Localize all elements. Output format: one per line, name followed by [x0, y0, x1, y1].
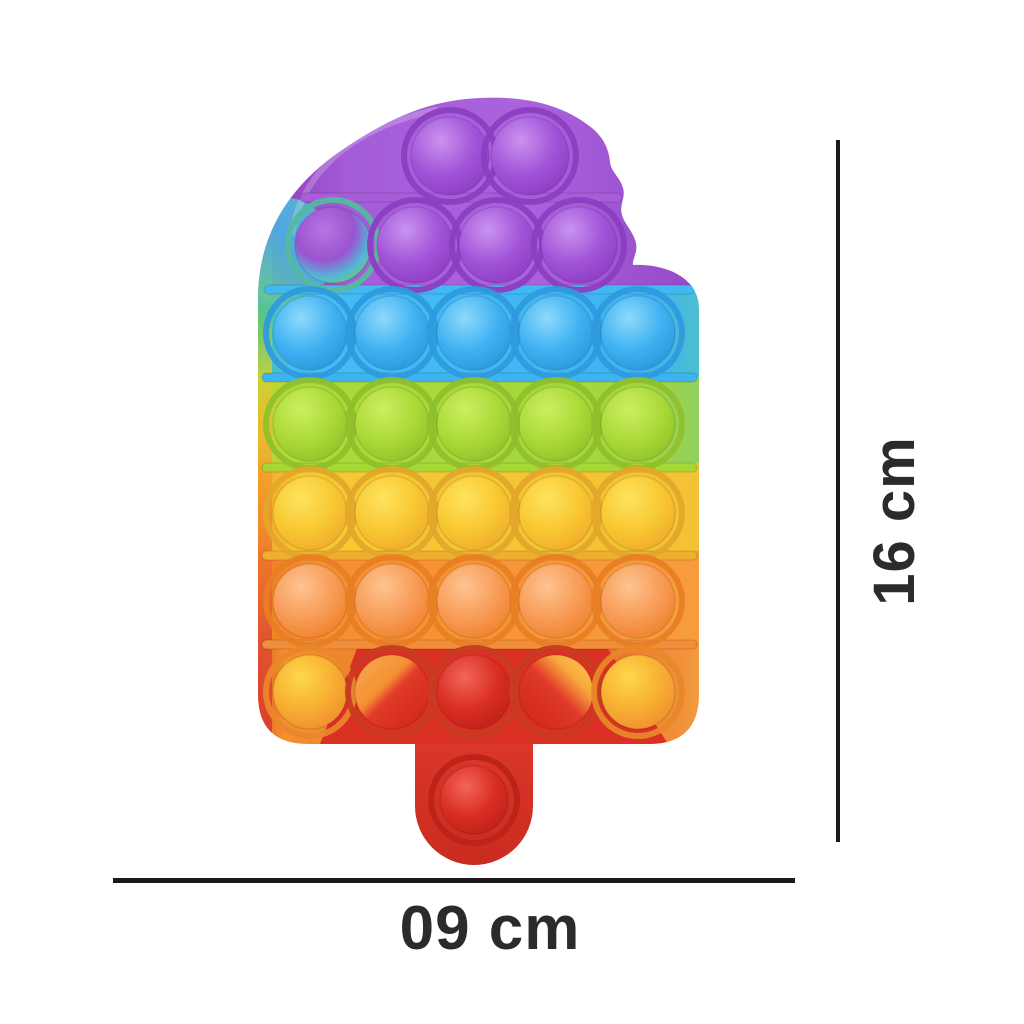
- height-dimension-line: [836, 140, 840, 842]
- width-dimension-label: 09 cm: [399, 894, 581, 963]
- width-dimension-line: [113, 878, 795, 883]
- toy-layers: [258, 97, 699, 866]
- height-dimension-label: 16 cm: [862, 436, 927, 606]
